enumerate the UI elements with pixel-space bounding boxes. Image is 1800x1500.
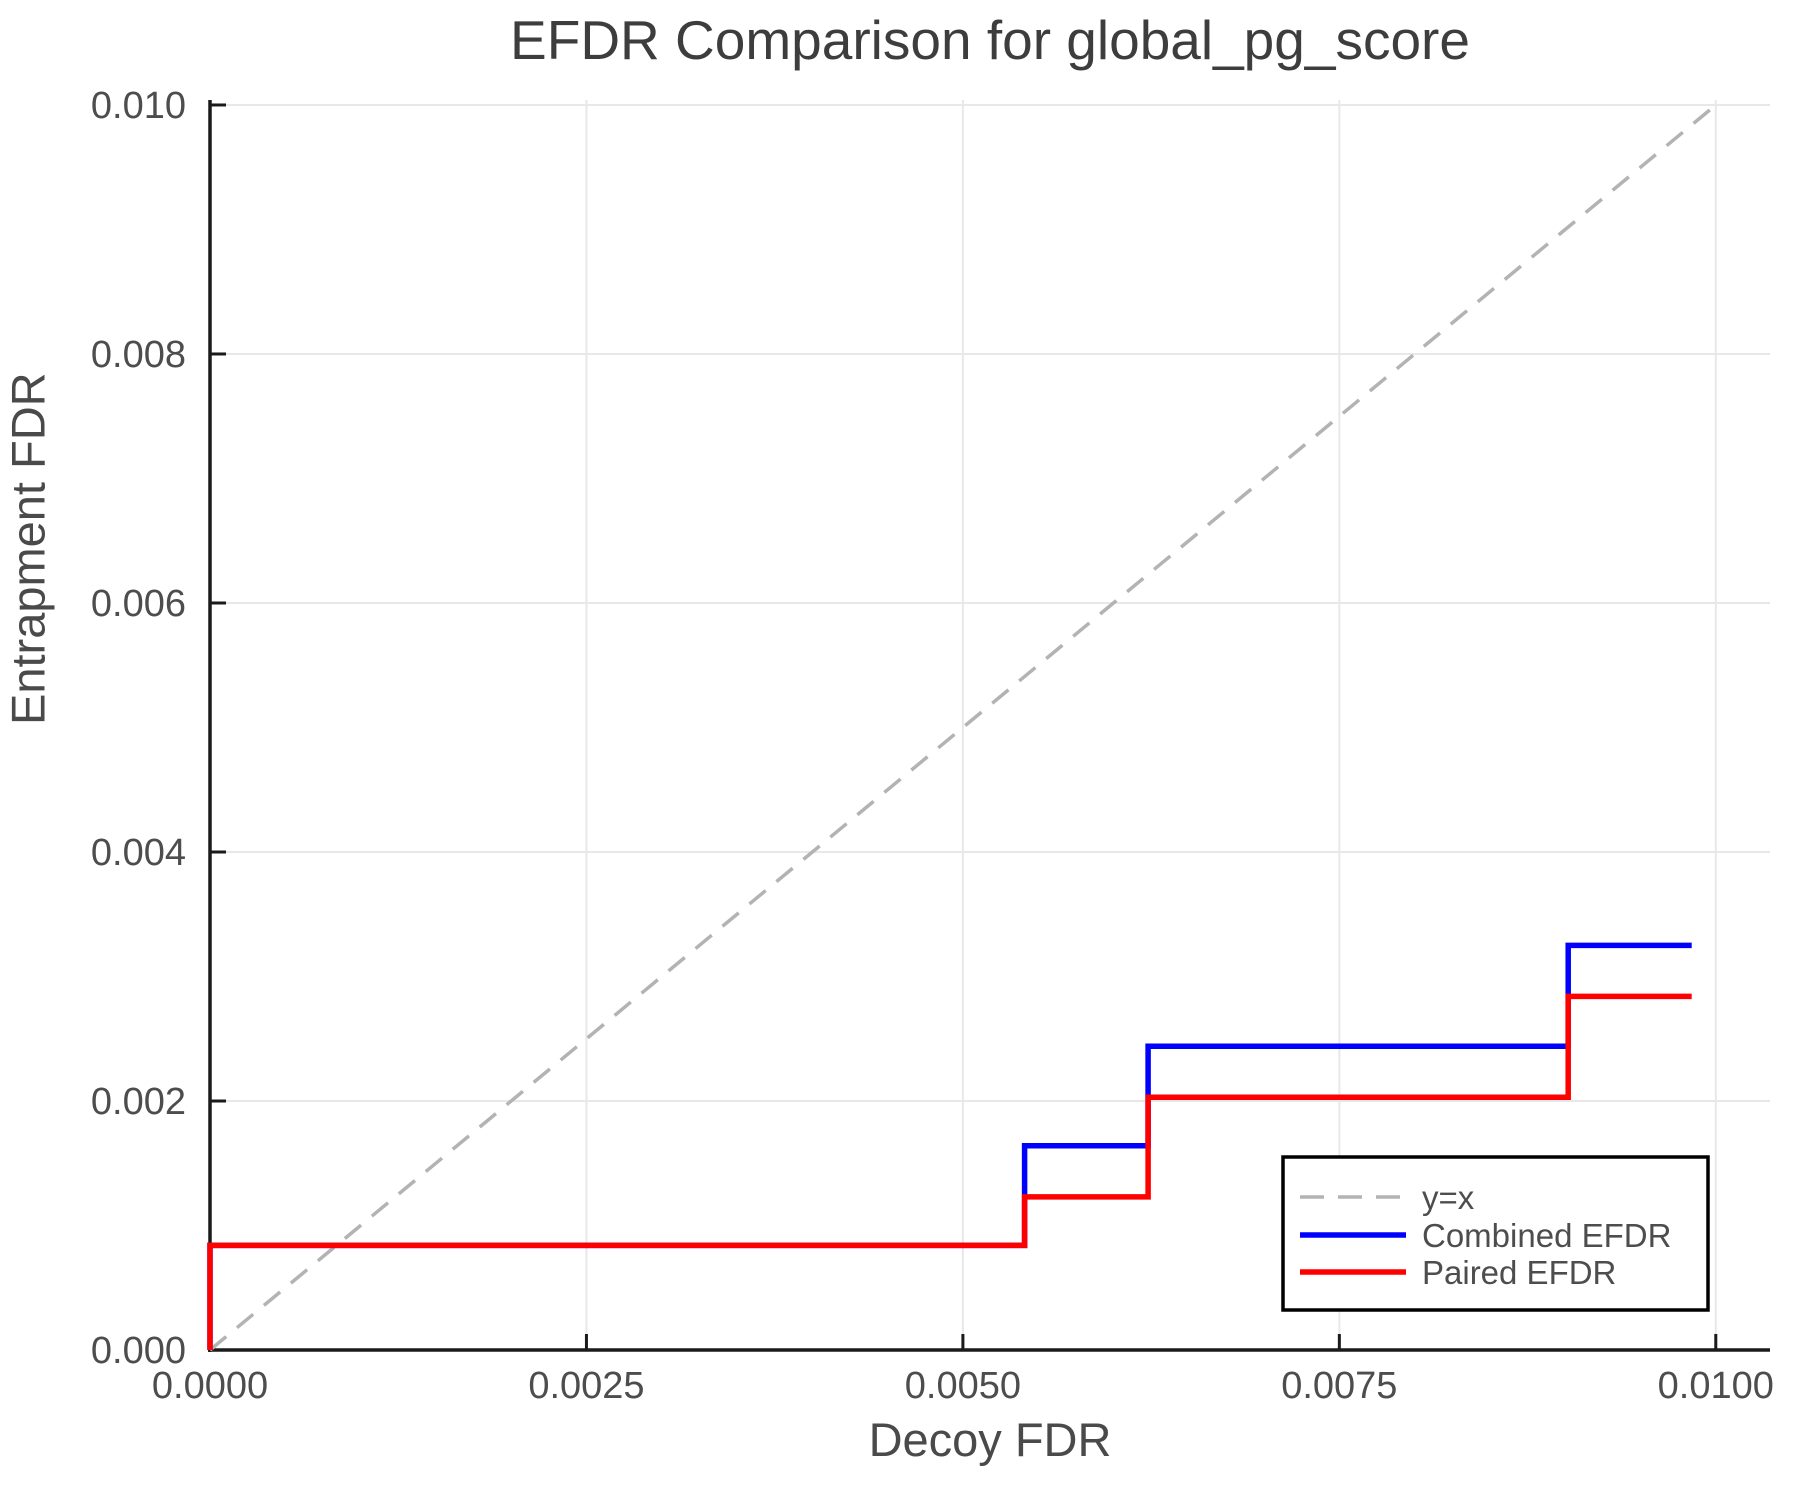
legend-label: Paired EFDR	[1422, 1254, 1616, 1291]
legend-label: y=x	[1422, 1179, 1475, 1216]
y-tick-label: 0.008	[91, 334, 186, 376]
y-tick-label: 0.000	[91, 1330, 186, 1372]
x-tick-label: 0.0000	[152, 1365, 268, 1407]
x-tick-label: 0.0075	[1281, 1365, 1397, 1407]
x-tick-label: 0.0050	[905, 1365, 1021, 1407]
y-tick-label: 0.004	[91, 832, 186, 874]
legend-label: Combined EFDR	[1422, 1217, 1671, 1254]
x-tick-label: 0.0100	[1658, 1365, 1774, 1407]
y-axis-title: Entrapment FDR	[1, 372, 55, 725]
chart-title: EFDR Comparison for global_pg_score	[510, 9, 1470, 71]
series-line-paired-efdr	[207, 993, 1692, 1350]
x-axis-title: Decoy FDR	[868, 1413, 1112, 1466]
series-line-y-x	[208, 103, 1717, 1352]
x-tick-label: 0.0025	[528, 1365, 644, 1407]
y-tick-label: 0.002	[91, 1081, 186, 1123]
y-tick-label: 0.010	[91, 85, 186, 127]
y-tick-label: 0.006	[91, 583, 186, 625]
